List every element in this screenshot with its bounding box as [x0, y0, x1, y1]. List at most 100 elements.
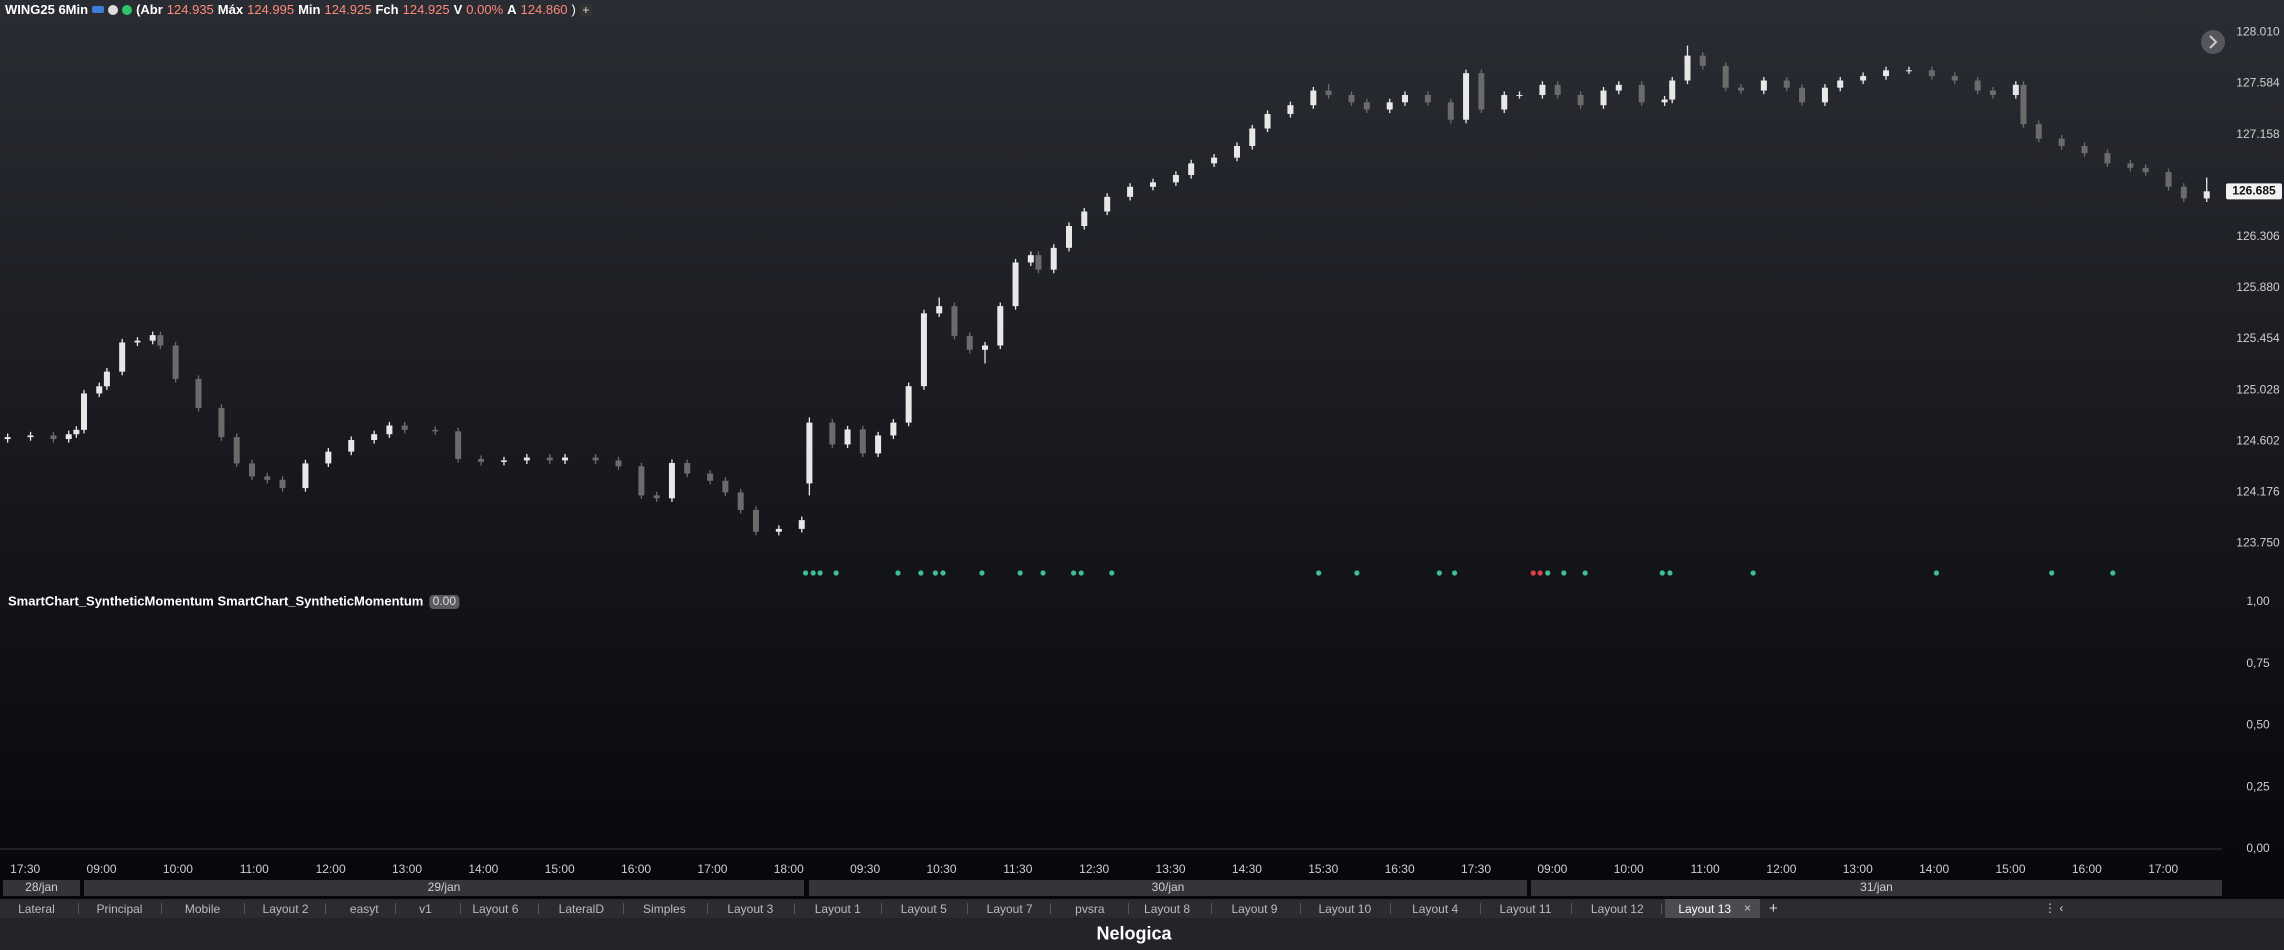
- signal-dot: [1452, 570, 1458, 576]
- y-tick-label: 0,75: [2246, 656, 2270, 670]
- signal-dot: [1537, 570, 1543, 576]
- tab[interactable]: Lateral: [18, 902, 55, 916]
- indicator-value: 0.00: [433, 594, 457, 608]
- candle-body: [119, 342, 126, 372]
- signal-dot: [1017, 570, 1023, 576]
- tab[interactable]: Layout 10: [1318, 902, 1372, 916]
- candle-body: [684, 463, 691, 474]
- candle-body: [707, 473, 714, 481]
- x-tick-label: 17:30: [1461, 862, 1491, 876]
- tab[interactable]: Layout 1: [814, 902, 861, 916]
- tab[interactable]: Layout 8: [1144, 902, 1191, 916]
- candle-body: [1264, 113, 1271, 129]
- candle-body: [1233, 145, 1240, 158]
- date-label: 31/jan: [1860, 880, 1893, 894]
- tab[interactable]: pvsra: [1075, 902, 1105, 916]
- candle-body: [1447, 102, 1454, 120]
- candle-body: [386, 425, 393, 435]
- candle-body: [1035, 255, 1042, 270]
- signal-dot: [1530, 570, 1536, 576]
- tab[interactable]: Layout 6: [472, 902, 519, 916]
- tab[interactable]: Layout 4: [1412, 902, 1459, 916]
- candle-body: [806, 422, 813, 484]
- tab[interactable]: Layout 3: [727, 902, 774, 916]
- tab-separator: [1660, 903, 1662, 914]
- tab[interactable]: Layout 12: [1590, 902, 1644, 916]
- tab-separator: [622, 903, 624, 914]
- signal-dot: [1659, 570, 1665, 576]
- signal-dot: [1070, 570, 1077, 576]
- tab[interactable]: Layout 11: [1499, 902, 1552, 916]
- date-band: [84, 880, 804, 896]
- field-label: Máx: [217, 2, 244, 17]
- candle-body: [1363, 102, 1370, 110]
- candle-body: [1066, 226, 1073, 248]
- candle-body: [775, 528, 782, 532]
- field-value: 124.995: [247, 2, 295, 17]
- candle-body: [65, 434, 72, 440]
- field-label: V: [453, 2, 463, 17]
- tab[interactable]: Mobile: [184, 902, 221, 916]
- candle-body: [1516, 95, 1523, 97]
- candle-body: [890, 422, 897, 436]
- y-tick-label: 0,25: [2246, 779, 2270, 793]
- y-tick-label: 128.010: [2236, 25, 2280, 39]
- candle-body: [157, 335, 164, 346]
- header: WING25 6Min (Abr 124.935 Máx 124.995 Min 124.…: [5, 2, 592, 17]
- candle-body: [264, 476, 271, 480]
- candle-body: [1638, 84, 1645, 103]
- y-tick-label: 0,00: [2246, 841, 2270, 855]
- candle-body: [218, 407, 225, 438]
- signal-dot: [802, 570, 809, 576]
- tab[interactable]: Principal: [96, 902, 143, 916]
- tab[interactable]: Layout 5: [900, 902, 947, 916]
- x-tick-label: 12:00: [316, 862, 346, 876]
- x-tick-label: 13:30: [1156, 862, 1186, 876]
- scroll-button[interactable]: [2201, 30, 2225, 54]
- candle-body: [1127, 186, 1134, 197]
- tab[interactable]: Layout 9: [1231, 902, 1278, 916]
- menu[interactable]: ⋮ ‹: [2044, 901, 2064, 915]
- tab[interactable]: v1: [419, 902, 432, 916]
- tab[interactable]: LateralD: [558, 902, 605, 916]
- x-tick-label: 13:00: [392, 862, 422, 876]
- add-button[interactable]: +: [579, 3, 592, 16]
- tab-separator: [1210, 903, 1212, 914]
- tab[interactable]: Simples: [643, 902, 686, 916]
- candle-body: [1463, 73, 1470, 120]
- tab[interactable]: easyt: [349, 902, 379, 916]
- candle-body: [653, 495, 660, 499]
- field-label: Fch: [375, 2, 399, 17]
- add-tab[interactable]: +: [1769, 900, 1778, 917]
- indicator-title: SmartChart_SyntheticMomentum SmartChart_…: [8, 593, 423, 608]
- close-tab[interactable]: ×: [1744, 901, 1752, 915]
- signal-dot: [810, 570, 816, 576]
- candle-body: [722, 480, 729, 493]
- candle-body: [2142, 167, 2149, 173]
- tab[interactable]: Layout 7: [986, 902, 1033, 916]
- field-value: 0.00%: [466, 2, 504, 17]
- x-tick-label: 17:00: [697, 862, 727, 876]
- candle-body: [371, 434, 378, 441]
- y-tick-label: 125.880: [2236, 280, 2280, 294]
- candle-body: [1661, 99, 1668, 103]
- y-tick-label: 123.750: [2236, 536, 2280, 550]
- y-tick-label: 127.584: [2236, 76, 2280, 90]
- candle-body: [1821, 87, 1828, 103]
- tab[interactable]: Layout 2: [262, 902, 309, 916]
- candle-body: [875, 435, 882, 454]
- candle-body: [1501, 95, 1508, 110]
- tab[interactable]: Layout 13: [1678, 902, 1732, 916]
- tab-separator: [1128, 903, 1130, 914]
- candle-body: [615, 460, 622, 467]
- y-tick-label: 125.028: [2236, 382, 2280, 396]
- candle-body: [248, 463, 255, 477]
- candle-body: [1600, 90, 1607, 106]
- candle-body: [233, 437, 240, 464]
- candle-body: [73, 429, 80, 435]
- y-tick-label: 124.176: [2236, 484, 2280, 498]
- candle-body: [1860, 76, 1867, 81]
- x-tick-label: 12:00: [1766, 862, 1796, 876]
- brand: Nelogica: [1096, 923, 1172, 944]
- candle-body: [829, 422, 836, 445]
